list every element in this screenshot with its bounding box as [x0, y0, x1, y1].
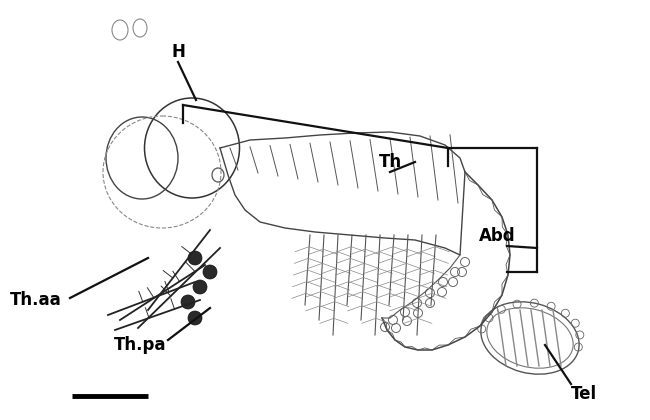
Ellipse shape — [188, 251, 202, 265]
Text: H: H — [171, 43, 185, 61]
Ellipse shape — [203, 265, 217, 279]
Ellipse shape — [193, 280, 207, 294]
Text: Th.pa: Th.pa — [114, 336, 166, 354]
Ellipse shape — [188, 311, 202, 325]
Text: Th.aa: Th.aa — [10, 291, 62, 309]
Text: Tel: Tel — [571, 385, 597, 403]
Text: Abd: Abd — [478, 227, 515, 245]
Ellipse shape — [181, 295, 195, 309]
Text: Th: Th — [378, 153, 402, 171]
